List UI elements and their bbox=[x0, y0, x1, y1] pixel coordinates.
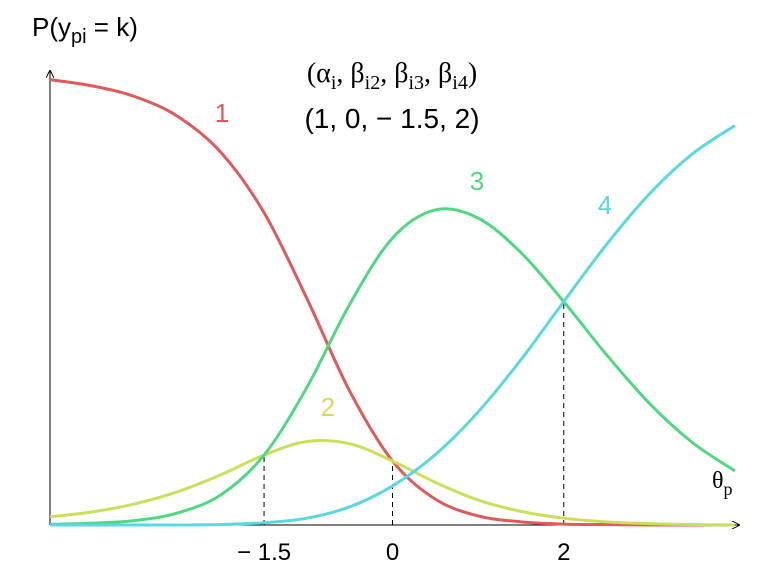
parameter-label-subscript: i3 bbox=[408, 72, 424, 94]
curve-label: 1 bbox=[215, 98, 229, 128]
curve bbox=[49, 78, 735, 527]
curve-label: 4 bbox=[598, 190, 612, 220]
parameter-label-part: , β bbox=[424, 58, 452, 89]
y-axis-label-subscript: pi bbox=[71, 26, 87, 48]
parameter-label-subscript: i2 bbox=[365, 72, 381, 94]
y-axis-label-part: P(y bbox=[32, 12, 71, 42]
x-axis-label-part: θ bbox=[712, 468, 724, 494]
x-axis-label-subscript: p bbox=[724, 479, 733, 499]
parameter-label: (αi, βi2, βi3, βi4) bbox=[307, 58, 477, 94]
x-tick-label: 0 bbox=[386, 539, 399, 566]
parameter-values: (1, 0, − 1.5, 2) bbox=[304, 103, 479, 134]
curve-label: 2 bbox=[321, 392, 335, 422]
parameter-label-subscript: i bbox=[331, 72, 337, 94]
curve-label: 3 bbox=[470, 166, 484, 196]
parameter-label-part: (α bbox=[307, 58, 331, 89]
parameter-label-part: , β bbox=[380, 58, 408, 89]
parameter-label-part: , β bbox=[336, 58, 364, 89]
y-axis-label-part: = k) bbox=[87, 12, 138, 42]
x-tick-label: 2 bbox=[557, 539, 570, 566]
parameter-label-part: ) bbox=[468, 58, 477, 89]
curve bbox=[49, 207, 736, 526]
curve bbox=[50, 124, 736, 527]
x-tick-label: − 1.5 bbox=[237, 539, 291, 566]
y-axis-label: P(ypi = k) bbox=[32, 12, 138, 48]
plot-area bbox=[49, 78, 736, 527]
x-axis-label: θp bbox=[712, 468, 733, 499]
curve bbox=[49, 438, 736, 527]
parameter-label-subscript: i4 bbox=[452, 72, 468, 94]
